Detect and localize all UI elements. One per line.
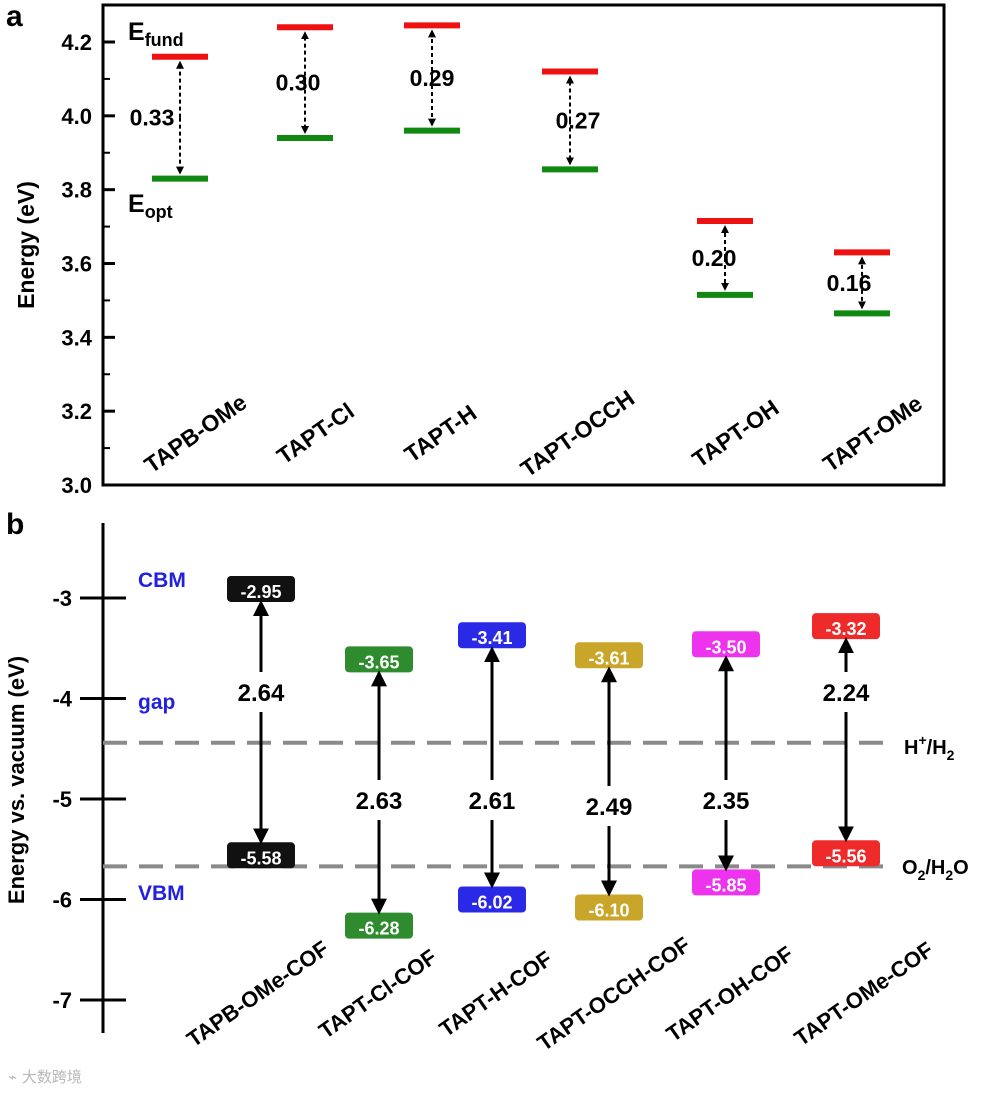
vbm-value: -6.10 — [588, 901, 629, 921]
vbm-value: -5.85 — [705, 875, 746, 895]
vbm-value: -6.02 — [471, 893, 512, 913]
gap-label: 2.61 — [469, 788, 516, 815]
y-tick-label: -4 — [52, 687, 72, 712]
cbm-box — [458, 622, 526, 649]
y-tick-label: -3 — [52, 586, 72, 611]
gap-label: 2.63 — [356, 788, 403, 815]
category-label: TAPT-H-COF — [435, 946, 557, 1042]
cbm-box — [345, 646, 413, 673]
ref-label-o-sub2: 2 — [945, 867, 953, 883]
ref-label-o-sub: 2 — [918, 867, 926, 883]
cbm-value: -3.32 — [825, 619, 866, 639]
cbm-box — [575, 642, 643, 669]
category-label: TAPT-OCCH — [516, 385, 639, 482]
ref-label-o-main: O — [902, 857, 918, 879]
panel-b-y-axis-label: Energy vs. vacuum (eV) — [4, 656, 29, 904]
vbm-box — [575, 894, 643, 921]
cbm-value: -2.95 — [240, 582, 281, 602]
ref-label-h-sub: 2 — [947, 747, 955, 763]
ref-label-h-main: H — [904, 737, 918, 759]
category-label: TAPT-Cl — [272, 398, 359, 470]
category-label: TAPT-H — [400, 399, 482, 467]
category-label: TAPB-OMe-COF — [182, 936, 333, 1052]
vbm-value: -6.28 — [358, 919, 399, 939]
gap-label: 0.29 — [410, 65, 455, 91]
y-tick-label: 3.0 — [61, 473, 92, 498]
panel-a-label: a — [6, 0, 23, 33]
category-label: TAPT-Cl-COF — [314, 944, 441, 1043]
y-tick-label: -7 — [52, 988, 72, 1013]
watermark-text: 大数跨境 — [21, 1068, 82, 1086]
vbm-box — [692, 869, 760, 896]
gap-label: 0.20 — [692, 245, 737, 271]
cbm-value: -3.50 — [705, 637, 746, 657]
gap-label-bg — [227, 672, 295, 708]
gap-label: 0.33 — [130, 105, 175, 131]
legend-eopt-sub: opt — [145, 202, 173, 222]
panel-b-label: b — [6, 508, 24, 541]
ref-label-o-tail: /H — [925, 857, 945, 879]
gap-label: 2.35 — [703, 788, 750, 815]
gap-label: 2.64 — [238, 680, 285, 707]
y-tick-label: 4.2 — [61, 30, 92, 55]
ref-label-o-tail2: O — [953, 857, 969, 879]
gap-label: 2.24 — [823, 680, 870, 707]
cbm-value: -3.41 — [471, 628, 512, 648]
vbm-box — [458, 886, 526, 913]
legend-efund: Efund — [128, 18, 184, 50]
vbm-box — [227, 842, 295, 869]
panel-a: 3.03.23.43.63.84.04.2 Energy (eV) Efund … — [13, 3, 946, 498]
y-tick-label: 4.0 — [61, 104, 92, 129]
panel-a-y-axis-label: Energy (eV) — [13, 181, 39, 309]
gap-label-bg — [575, 786, 643, 822]
gap-label-bg — [692, 780, 760, 816]
y-tick-label: -5 — [52, 787, 72, 812]
vbm-box — [812, 840, 880, 867]
legend-eopt: Eopt — [128, 190, 173, 222]
ref-label-o: O2/H2O — [902, 857, 969, 883]
category-label: TAPT-OMe-COF — [790, 937, 938, 1051]
panel-b: -3 -4 -5 -6 -7 Energy vs. vacuum (eV) CBM ga… — [4, 523, 969, 1056]
y-tick-label: 3.8 — [61, 178, 92, 203]
ref-label-h: H+/H2 — [904, 732, 955, 763]
panel-a-frame — [101, 3, 946, 487]
y-tick-label: -6 — [52, 888, 72, 913]
cbm-box — [692, 631, 760, 658]
gap-label: 0.16 — [827, 270, 872, 296]
panel-a-marks: 0.33 TAPB-OMe 0.30 TAPT-Cl 0.29 TAPT-H 0.27 TAP… — [130, 22, 927, 482]
category-label: TAPT-OH — [687, 394, 783, 472]
category-label: TAPB-OMe — [139, 389, 251, 478]
legend-eopt-main: E — [128, 190, 145, 218]
vbm-value: -5.56 — [825, 846, 866, 866]
side-label-cbm: CBM — [138, 569, 186, 592]
gap-label-bg — [345, 780, 413, 816]
gap-label: 0.30 — [276, 70, 321, 96]
ref-label-h-slash: /H — [927, 737, 947, 759]
gap-label-bg — [458, 780, 526, 816]
watermark: ⌁ 大数跨境 — [8, 1068, 82, 1086]
legend-efund-sub: fund — [145, 30, 184, 50]
cbm-value: -3.65 — [358, 652, 399, 672]
cbm-value: -3.61 — [588, 648, 629, 668]
vbm-value: -5.58 — [240, 848, 281, 868]
panel-b-marks: -2.95 -5.58 2.64 TAPB-OMe-COF -3.65 -6.28 2.63… — [182, 575, 938, 1056]
vbm-box — [345, 912, 413, 939]
category-label: TAPT-OMe — [818, 390, 927, 477]
gap-label-bg — [812, 672, 880, 708]
ref-label-h-sup: + — [918, 732, 926, 748]
cbm-box — [812, 613, 880, 640]
y-tick-label: 3.6 — [61, 252, 92, 277]
cbm-box — [227, 575, 295, 602]
gap-label: 2.49 — [586, 794, 633, 821]
side-label-vbm: VBM — [138, 882, 185, 905]
panel-b-y-ticks: -3 -4 -5 -6 -7 — [52, 586, 126, 1013]
panel-a-y-ticks: 3.0 3.2 3.4 3.6 3.8 4.0 4.2 — [61, 30, 115, 498]
legend-efund-main: E — [128, 18, 145, 46]
y-tick-label: 3.4 — [61, 325, 92, 350]
side-label-gap: gap — [138, 691, 175, 714]
y-tick-label: 3.2 — [61, 399, 92, 424]
gap-label: 0.27 — [556, 107, 601, 133]
